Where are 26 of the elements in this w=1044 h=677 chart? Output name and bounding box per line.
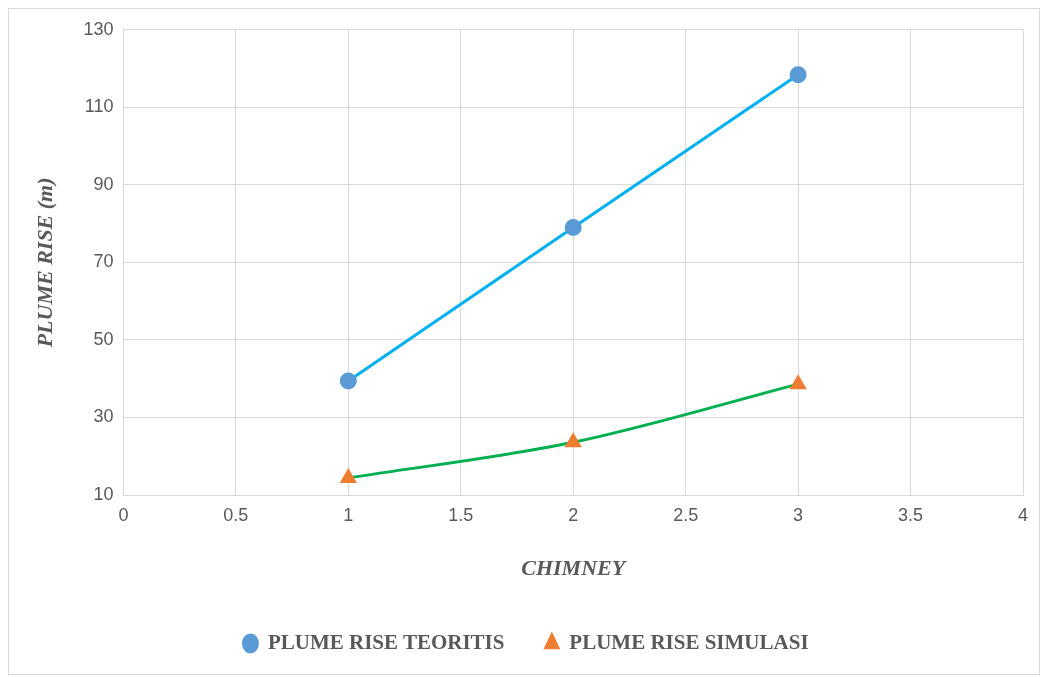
y-tick-label: 110 [84,96,114,117]
legend-label: PLUME RISE TEORITIS [267,629,505,654]
x-tick-label: 2 [568,504,579,525]
point [789,66,807,84]
y-axis-title: PLUME RISE (m) [31,177,57,349]
point [339,372,357,390]
y-tick-label: 50 [93,328,114,349]
point [565,433,581,448]
x-tick-label: 1 [343,504,354,525]
x-tick-label: 3.5 [898,504,924,525]
point [564,219,582,237]
y-tick-label: 90 [93,173,114,194]
legend-label: PLUME RISE SIMULASI [569,629,809,654]
x-tick-label: 0 [118,504,129,525]
x-axis-title: CHIMNEY [521,555,628,581]
point [340,469,356,483]
y-tick-label: 130 [83,18,114,39]
x-tick-label: 4 [1017,504,1029,525]
y-tick-label: 10 [93,483,114,504]
x-tick-label: 3 [793,504,804,525]
point [790,375,806,390]
y-tick-label: 30 [93,406,114,427]
x-tick-label: 0.5 [223,504,249,525]
x-tick-label: 1.5 [448,504,474,525]
x-tick-label: 2.5 [673,504,699,525]
y-tick-label: 70 [93,251,114,272]
